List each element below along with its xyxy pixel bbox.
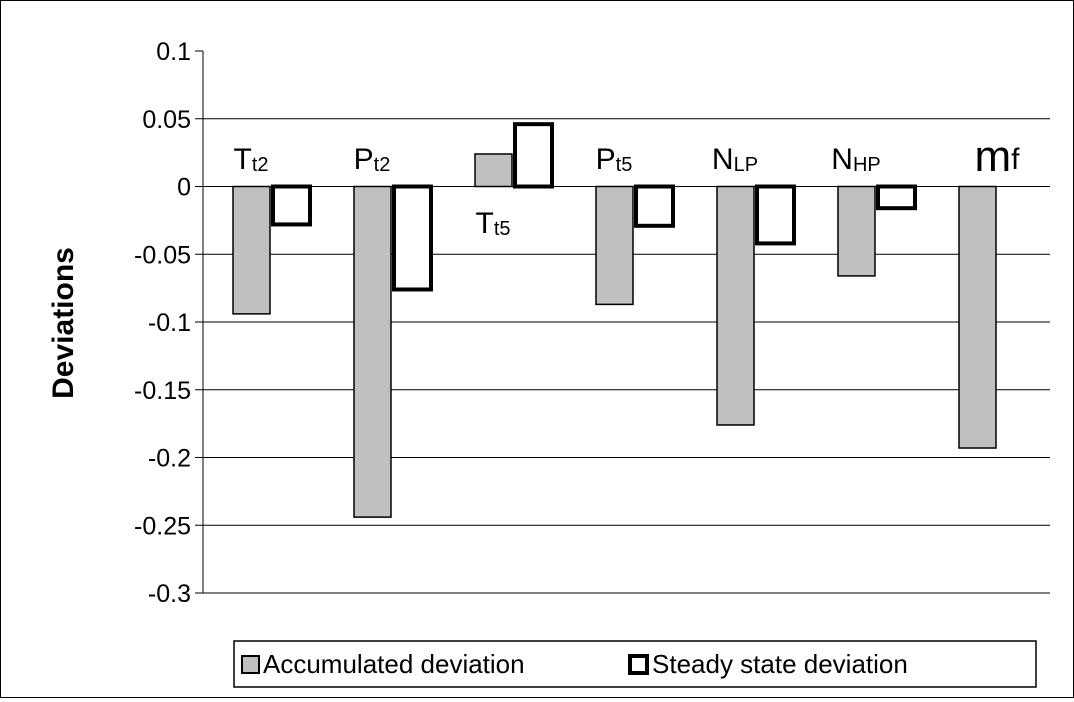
bar-steady-state: [271, 184, 312, 227]
category-label: NLP: [712, 143, 758, 176]
legend-swatch-accumulated: [241, 655, 260, 674]
bar-steady-state: [634, 184, 675, 228]
bar-accumulated: [353, 185, 392, 518]
category-label: Pt5: [596, 143, 633, 176]
y-axis-label: Deviations: [47, 247, 80, 399]
category-label: Pt2: [354, 143, 391, 176]
y-tick-label: 0.05: [142, 106, 191, 134]
bar-steady-state: [513, 122, 554, 189]
legend-label-steady-state: Steady state deviation: [652, 649, 908, 679]
y-tick-labels: 0.1 0.05 0 -0.05 -0.1 -0.15 -0.2 -0.25 -0.3: [134, 38, 191, 608]
y-tick-label: -0.2: [148, 445, 191, 473]
y-tick-label: -0.1: [148, 309, 191, 337]
bar-steady-state: [876, 184, 917, 211]
axes: [202, 51, 1050, 594]
category-label: Tt5: [475, 207, 510, 240]
bar-accumulated: [474, 153, 513, 188]
y-tick-label: 0: [177, 174, 191, 202]
bar-accumulated: [837, 185, 876, 277]
y-tick-label: -0.15: [134, 377, 191, 405]
grid-lines: [195, 50, 1050, 594]
y-tick-label: -0.05: [134, 241, 191, 269]
category-labels: Tt2 Pt2 Tt5 Pt5 NLP NHP mf: [233, 132, 1020, 240]
bars: [232, 122, 997, 518]
bar-accumulated: [958, 185, 997, 449]
bar-steady-state: [392, 184, 433, 292]
y-tick-label: 0.1: [156, 38, 191, 66]
category-label: mf: [975, 132, 1021, 181]
bar-accumulated: [716, 185, 755, 426]
category-label: Tt2: [233, 143, 268, 176]
category-label: NHP: [831, 143, 880, 176]
bar-steady-state: [755, 184, 796, 246]
y-tick-label: -0.25: [134, 512, 191, 540]
legend-label-accumulated: Accumulated deviation: [263, 649, 525, 679]
bar-accumulated: [232, 185, 271, 315]
legend-swatch-steady-state: [628, 654, 649, 675]
legend: Accumulated deviation Steady state devia…: [233, 640, 1037, 688]
y-tick-label: -0.3: [148, 580, 191, 608]
bar-accumulated: [595, 185, 634, 306]
